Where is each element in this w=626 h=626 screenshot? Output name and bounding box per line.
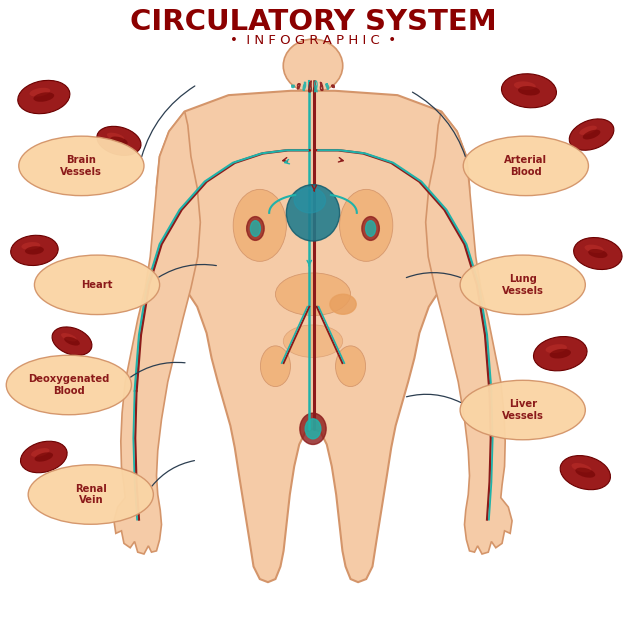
Ellipse shape: [366, 220, 376, 237]
Ellipse shape: [550, 349, 571, 359]
Ellipse shape: [64, 337, 80, 346]
Ellipse shape: [336, 346, 366, 387]
Text: Deoxygenated
Blood: Deoxygenated Blood: [28, 374, 110, 396]
Polygon shape: [426, 111, 512, 554]
Ellipse shape: [300, 413, 326, 444]
Ellipse shape: [34, 453, 53, 461]
Ellipse shape: [97, 126, 141, 155]
Ellipse shape: [583, 130, 600, 140]
Ellipse shape: [31, 448, 49, 457]
Ellipse shape: [545, 344, 567, 353]
Ellipse shape: [25, 246, 44, 255]
Ellipse shape: [260, 346, 290, 387]
Polygon shape: [114, 111, 200, 554]
Ellipse shape: [61, 333, 77, 341]
Ellipse shape: [588, 249, 607, 258]
Ellipse shape: [33, 92, 54, 102]
Text: Lung
Vessels: Lung Vessels: [502, 274, 543, 295]
Ellipse shape: [330, 294, 356, 314]
Ellipse shape: [19, 136, 144, 195]
Text: Renal
Vein: Renal Vein: [75, 484, 106, 505]
Ellipse shape: [573, 237, 622, 270]
Ellipse shape: [52, 327, 92, 356]
Ellipse shape: [247, 217, 264, 240]
Ellipse shape: [21, 242, 40, 250]
Ellipse shape: [11, 235, 58, 265]
Ellipse shape: [21, 441, 67, 473]
Ellipse shape: [283, 325, 343, 357]
Ellipse shape: [18, 80, 70, 114]
Ellipse shape: [460, 255, 585, 314]
Ellipse shape: [34, 255, 160, 314]
Ellipse shape: [286, 185, 339, 241]
Ellipse shape: [275, 273, 351, 316]
Ellipse shape: [560, 456, 610, 490]
Ellipse shape: [533, 337, 587, 371]
Ellipse shape: [572, 463, 592, 473]
Text: Brain
Vessels: Brain Vessels: [61, 155, 102, 177]
Ellipse shape: [514, 81, 536, 90]
Ellipse shape: [460, 381, 585, 440]
Polygon shape: [156, 91, 470, 582]
Ellipse shape: [233, 189, 286, 262]
Ellipse shape: [250, 220, 260, 237]
Polygon shape: [291, 91, 335, 100]
Ellipse shape: [569, 119, 614, 150]
Text: CIRCULATORY SYSTEM: CIRCULATORY SYSTEM: [130, 8, 496, 36]
Text: Arterial
Blood: Arterial Blood: [505, 155, 547, 177]
Ellipse shape: [339, 189, 393, 262]
Text: Heart: Heart: [81, 280, 113, 290]
Ellipse shape: [518, 86, 540, 96]
Ellipse shape: [29, 88, 50, 96]
Ellipse shape: [579, 126, 597, 135]
Text: Liver
Vessels: Liver Vessels: [502, 399, 543, 421]
Ellipse shape: [575, 468, 595, 478]
Ellipse shape: [107, 133, 125, 141]
Ellipse shape: [362, 217, 379, 240]
Ellipse shape: [28, 464, 153, 525]
Ellipse shape: [501, 74, 557, 108]
Ellipse shape: [463, 136, 588, 195]
Ellipse shape: [283, 39, 343, 93]
Text: •  I N F O G R A P H I C  •: • I N F O G R A P H I C •: [230, 34, 396, 47]
Ellipse shape: [305, 419, 321, 439]
Ellipse shape: [585, 245, 604, 253]
Ellipse shape: [294, 188, 326, 213]
Ellipse shape: [110, 136, 128, 145]
Ellipse shape: [6, 356, 131, 414]
